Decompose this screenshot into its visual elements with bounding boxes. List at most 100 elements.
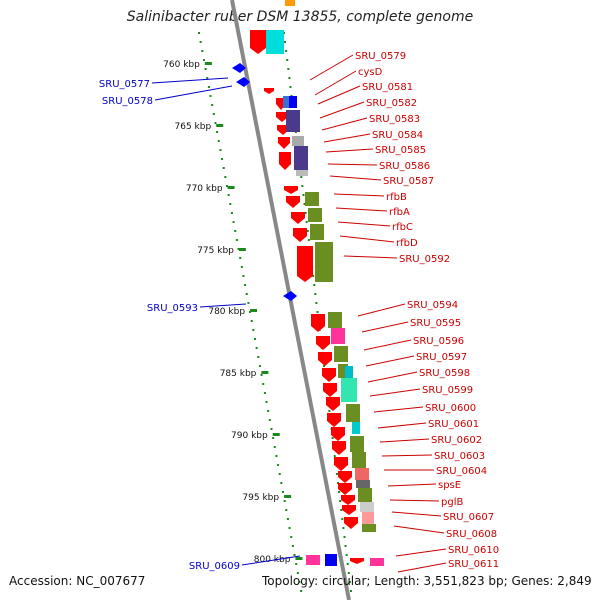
forward-gene-arrow <box>344 517 358 529</box>
label-leader-line <box>377 422 427 429</box>
scale-dot <box>216 131 219 133</box>
scale-tick-label: 765 kbp <box>175 122 212 132</box>
forward-gene-arrow <box>293 228 307 242</box>
label-leader-line <box>337 221 391 227</box>
gene-label-forward: SRU_0581 <box>362 82 413 93</box>
label-leader-line <box>361 321 409 333</box>
label-leader-line <box>329 175 382 181</box>
gene-label-forward: SRU_0587 <box>383 176 434 187</box>
gene-label-reverse: SRU_0593 <box>147 303 198 314</box>
forward-gene-arrow <box>316 336 330 350</box>
label-leader-line <box>363 339 412 351</box>
cog-color-box <box>358 488 372 502</box>
scale-dot <box>339 500 342 502</box>
scale-dot <box>331 437 334 439</box>
scale-dot <box>250 320 253 322</box>
scale-dot <box>316 311 319 313</box>
gene-label-forward: SRU_0603 <box>434 451 485 462</box>
scale-dot <box>298 581 301 583</box>
scale-dot <box>211 104 214 106</box>
scale-dot <box>283 500 286 502</box>
scale-dot <box>349 590 352 592</box>
scale-dot <box>239 257 242 259</box>
gene-label-forward: SRU_0592 <box>399 254 450 265</box>
topology-text: Topology: circular; Length: 3,551,823 bp… <box>262 574 592 588</box>
label-leader-line <box>199 303 247 308</box>
gene-label-forward: SRU_0598 <box>419 368 470 379</box>
scale-dot <box>313 284 316 286</box>
scale-dot <box>270 428 273 430</box>
scale-tick-label: 785 kbp <box>220 369 257 379</box>
label-leader-line <box>391 511 442 517</box>
scale-dot <box>328 410 331 412</box>
forward-gene-arrow <box>338 483 352 495</box>
scale-dot <box>267 410 270 412</box>
scale-dot <box>275 455 278 457</box>
scale-dot <box>288 77 291 79</box>
gene-label-forward: SRU_0599 <box>422 385 473 396</box>
cog-color-box <box>266 30 284 54</box>
scale-dot <box>244 284 247 286</box>
forward-gene-arrow <box>311 314 325 332</box>
gene-label-forward: SRU_0600 <box>425 403 476 414</box>
scale-tick-label: 795 kbp <box>242 493 279 503</box>
scale-dot <box>212 113 215 115</box>
cog-color-box <box>292 136 304 146</box>
scale-tick <box>216 124 224 127</box>
label-leader-line <box>154 85 233 101</box>
cog-color-box <box>345 366 353 378</box>
scale-dot <box>221 158 224 160</box>
gene-label-forward: SRU_0597 <box>416 352 467 363</box>
forward-gene-arrow <box>331 427 345 441</box>
gene-label-forward: SRU_0608 <box>446 529 497 540</box>
scale-dot <box>217 140 220 142</box>
scale-dot <box>306 230 309 232</box>
scale-dot <box>278 473 281 475</box>
label-leader-line <box>387 483 437 487</box>
forward-gene-arrow <box>327 413 341 427</box>
scale-dot <box>296 572 299 574</box>
scale-dot <box>198 32 200 34</box>
scale-dot <box>242 275 245 277</box>
cog-color-box <box>285 0 295 6</box>
scale-dot <box>258 365 261 367</box>
gene-label-forward: SRU_0583 <box>369 114 420 125</box>
cog-color-box <box>360 502 374 512</box>
cog-color-box <box>296 170 308 176</box>
forward-gene-arrow <box>323 383 337 397</box>
scale-dot <box>341 518 344 520</box>
cog-color-box <box>346 404 360 422</box>
scale-dot <box>295 563 298 565</box>
label-leader-line <box>339 235 395 243</box>
scale-dot <box>342 527 345 529</box>
cog-color-box <box>352 452 366 468</box>
scale-dot <box>285 50 288 52</box>
scale-dot <box>290 536 293 538</box>
label-leader-line <box>367 371 418 383</box>
forward-gene-arrow <box>342 505 356 515</box>
scale-dot <box>272 437 275 439</box>
scale-dot <box>289 86 292 88</box>
cog-color-box <box>283 96 289 108</box>
scale-dot <box>209 95 212 97</box>
scale-dot <box>291 545 294 547</box>
cog-color-box <box>352 422 360 434</box>
scale-tick-label: 790 kbp <box>231 431 268 441</box>
forward-gene-arrow <box>350 558 364 564</box>
label-leader-line <box>389 499 440 502</box>
label-leader-line <box>241 555 301 566</box>
label-leader-line <box>314 70 357 96</box>
scale-dot <box>252 329 255 331</box>
label-leader-line <box>333 193 385 197</box>
scale-dot <box>268 419 271 421</box>
forward-gene-arrow <box>322 368 336 382</box>
scale-tick <box>204 62 212 65</box>
scale-dot <box>312 275 315 277</box>
label-leader-line <box>335 207 388 212</box>
scale-dot <box>305 221 308 223</box>
scale-dot <box>214 122 217 124</box>
scale-dot <box>227 194 230 196</box>
cog-color-box <box>328 312 342 328</box>
reverse-gene-arrow <box>232 63 246 73</box>
scale-dot <box>257 356 260 358</box>
